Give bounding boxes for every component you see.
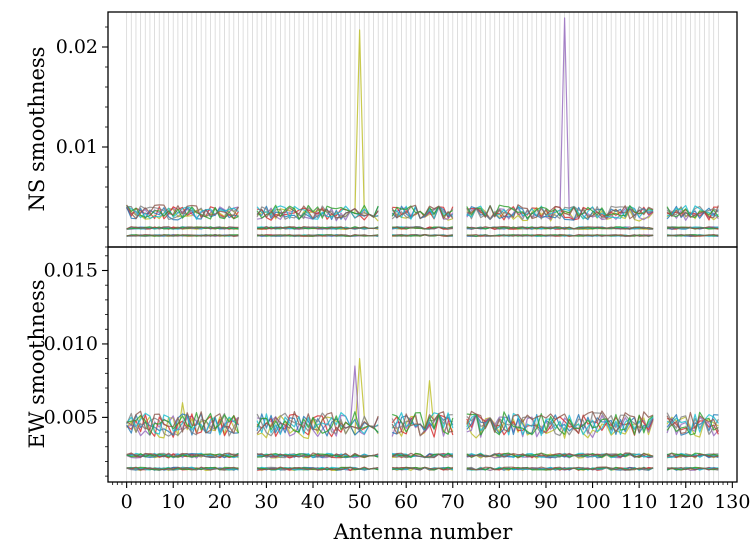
ew-y-tick-label: 0.010 — [44, 333, 98, 355]
ew-panel-frame — [107, 246, 738, 483]
x-tick-label: 90 — [534, 491, 558, 513]
x-tick-label: 70 — [441, 491, 465, 513]
ew-y-tick-label: 0.005 — [44, 406, 98, 428]
x-tick-label: 0 — [121, 491, 133, 513]
ns-panel-series — [126, 17, 719, 237]
ns-y-tick-label: 0.02 — [56, 36, 98, 58]
x-tick-label: 80 — [487, 491, 511, 513]
x-ticks: 0 10 20 30 40 50 60 70 80 90 100 110 120 130 — [112, 482, 750, 513]
ew-y-ticks: 0.005 0.010 0.015 — [44, 255, 108, 477]
ew-y-tick-label: 0.015 — [44, 260, 98, 282]
x-tick-label: 20 — [208, 491, 232, 513]
ew-series-line — [126, 466, 719, 471]
ns-series-line — [126, 204, 719, 220]
ew-series-line — [126, 410, 719, 435]
ns-y-ticks: 0.01 0.02 — [56, 26, 108, 248]
x-tick-label: 30 — [254, 491, 278, 513]
ew-panel-grid — [126, 247, 719, 482]
ns-series-line — [126, 204, 719, 220]
x-tick-label: 100 — [574, 491, 610, 513]
x-tick-label: 110 — [621, 491, 657, 513]
x-tick-label: 120 — [668, 491, 704, 513]
x-tick-label: 40 — [301, 491, 325, 513]
ew-panel-series — [126, 358, 719, 472]
x-axis-label: Antenna number — [333, 520, 514, 544]
ew-series-line — [126, 452, 719, 458]
ns-y-axis-label: NS smoothness — [25, 47, 49, 212]
ew-series-line — [126, 411, 719, 436]
ns-series-line — [126, 234, 719, 237]
x-tick-label: 130 — [714, 491, 750, 513]
ns-y-tick-label: 0.01 — [56, 136, 98, 158]
x-tick-label: 50 — [348, 491, 372, 513]
ns-series-line — [126, 226, 719, 230]
x-tick-label: 10 — [161, 491, 185, 513]
x-tick-label: 60 — [394, 491, 418, 513]
ew-y-axis-label: EW smoothness — [25, 279, 49, 448]
